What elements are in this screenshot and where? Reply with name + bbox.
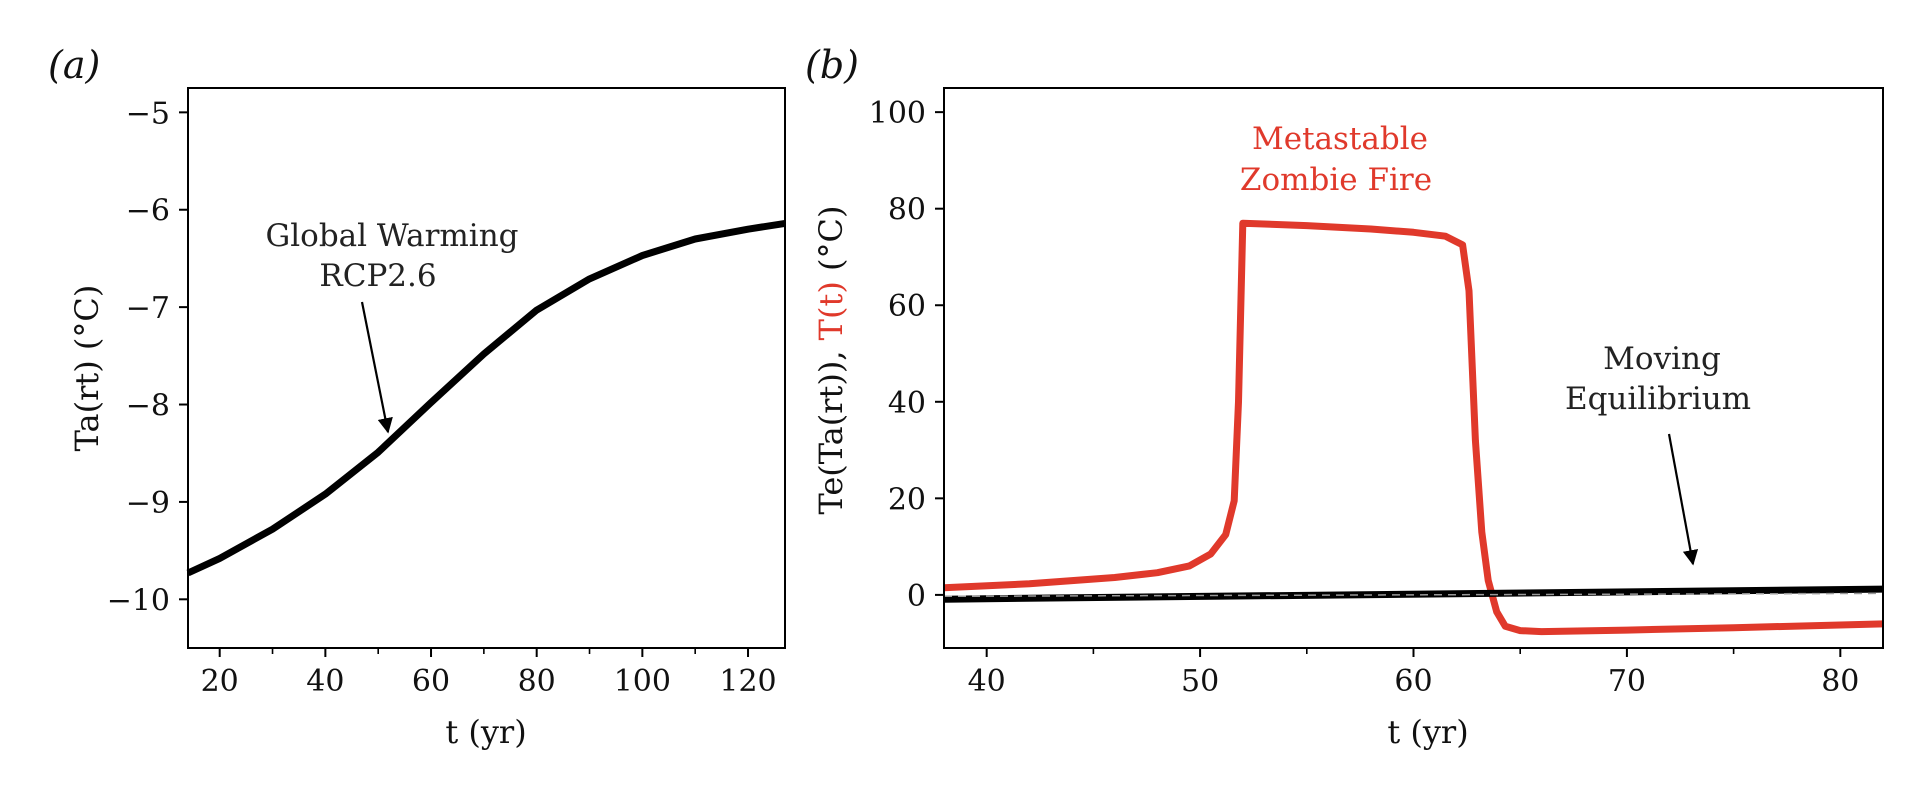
panel-b-xlabel: t (yr) (1387, 713, 1468, 751)
panel-b-ylabel-part1: Te(Ta(rt)), (812, 340, 850, 514)
panel-b-xtick-label: 40 (968, 664, 1006, 699)
panel-a-label: (a) (48, 43, 100, 87)
annotation-equilibrium-line2: Equilibrium (1565, 381, 1751, 417)
panel-b-xtick-label: 60 (1394, 664, 1432, 699)
panel-a-xtick-label: 100 (614, 664, 671, 699)
annotation-zombie-line2: Zombie Fire (1240, 162, 1432, 198)
panel-a-ytick-label: −7 (126, 291, 170, 326)
annotation-global-warming-line1: Global Warming (265, 218, 518, 254)
panel-a-ytick-label: −6 (126, 194, 170, 229)
panel-b-series-line-0 (943, 219, 1884, 636)
panel-b-ytick-label: 100 (869, 96, 926, 131)
annotation-equilibrium-arrow (1667, 433, 1699, 566)
panel-a-xtick-label: 80 (518, 664, 556, 699)
panel-b-label: (b) (805, 43, 859, 87)
panel-a-series (186, 219, 786, 577)
annotation-global-warming-line2: RCP2.6 (319, 258, 436, 294)
panel-b-series-line-2 (943, 592, 1884, 598)
panel-a-xtick-label: 20 (201, 664, 239, 699)
panel-b-annotation-zombie: Metastable Zombie Fire (1240, 121, 1432, 198)
annotation-zombie-line1: Metastable (1252, 121, 1428, 157)
panel-a-ytick-label: −8 (126, 389, 170, 424)
panel-a-ylabel: Ta(rt) (°C) (68, 285, 106, 452)
panel-b-ticks: 40 50 60 70 80 0 20 40 60 80 100 (869, 96, 1860, 699)
annotation-global-warming-arrow (360, 301, 393, 434)
panel-b-annotation-equilibrium: Moving Equilibrium (1565, 341, 1751, 566)
panel-b-ylabel-part2: T(t) (812, 281, 850, 340)
panel-b-ylabel: Te(Ta(rt)), T(t) (°C) (812, 206, 850, 515)
panel-a-xtick-label: 40 (306, 664, 344, 699)
panel-a-series-line-0 (186, 219, 786, 577)
panel-b-ytick-label: 80 (888, 193, 926, 228)
panel-a-ticks: 20 40 60 80 100 120 −10 −9 −8 −7 −6 −5 (107, 96, 777, 699)
panel-b: (b) 40 50 60 70 80 0 20 40 60 80 100 t (yr) Te(Ta(… (805, 43, 1884, 751)
panel-a-xtick-label: 60 (412, 664, 450, 699)
panel-b-xtick-label: 50 (1181, 664, 1219, 699)
panel-b-ytick-label: 60 (888, 289, 926, 324)
panel-a-xlabel: t (yr) (445, 713, 526, 751)
panel-b-ytick-label: 40 (888, 386, 926, 421)
panel-a: (a) 20 40 60 80 100 120 −10 −9 −8 −7 −6 −5 t (yr) T… (48, 43, 786, 751)
annotation-equilibrium-line1: Moving (1603, 341, 1721, 377)
panel-b-ytick-label: 20 (888, 482, 926, 517)
panel-b-xtick-label: 70 (1608, 664, 1646, 699)
panel-b-frame (943, 87, 1884, 649)
panel-a-ytick-label: −5 (126, 96, 170, 131)
panel-b-ytick-label: 0 (907, 579, 926, 614)
panel-a-ytick-label: −10 (107, 583, 170, 618)
panel-b-series (943, 219, 1884, 636)
panel-a-xtick-label: 120 (719, 664, 776, 699)
panel-b-xtick-label: 80 (1821, 664, 1859, 699)
panel-a-annotation: Global Warming RCP2.6 (265, 218, 519, 434)
panel-b-ylabel-part3: (°C) (812, 206, 850, 282)
panel-a-ytick-label: −9 (126, 486, 170, 521)
panel-a-frame (187, 87, 786, 649)
